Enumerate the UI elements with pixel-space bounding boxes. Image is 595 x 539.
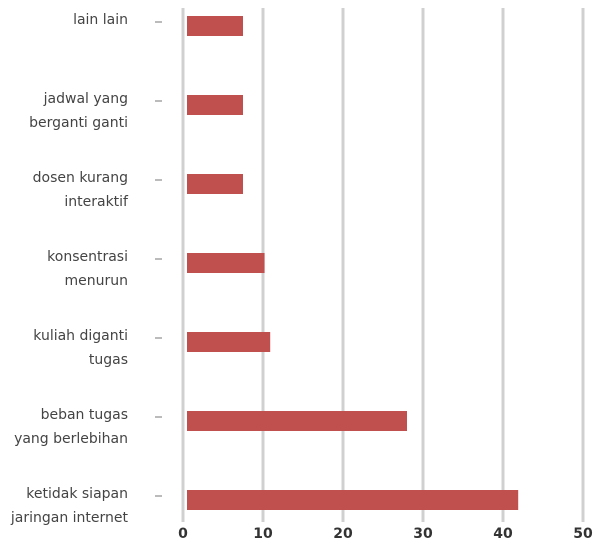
bar — [187, 95, 243, 115]
bar — [187, 411, 407, 431]
bar — [187, 253, 265, 273]
y-tick-label: lain lain — [73, 12, 128, 28]
y-tick-label: beban tugas yang berlebihan — [14, 407, 128, 447]
y-tick-label: jadwal yang berganti ganti — [29, 91, 128, 131]
x-tick-label: 20 — [333, 526, 353, 539]
y-tick-label: konsentrasi menurun — [47, 249, 128, 289]
x-tick-label: 40 — [493, 526, 513, 539]
x-tick-label: 10 — [253, 526, 273, 539]
y-tick-label: dosen kurang interaktif — [32, 170, 128, 210]
x-tick-label: 50 — [573, 526, 593, 539]
y-tick-label: ketidak siapan jaringan internet — [10, 486, 128, 526]
y-tick-label: kuliah diganti tugas — [33, 328, 128, 368]
bar — [187, 490, 519, 510]
bar — [187, 16, 243, 36]
x-tick-label: 0 — [178, 526, 188, 539]
bar — [187, 174, 243, 194]
x-tick-label: 30 — [413, 526, 433, 539]
bar — [187, 332, 271, 352]
